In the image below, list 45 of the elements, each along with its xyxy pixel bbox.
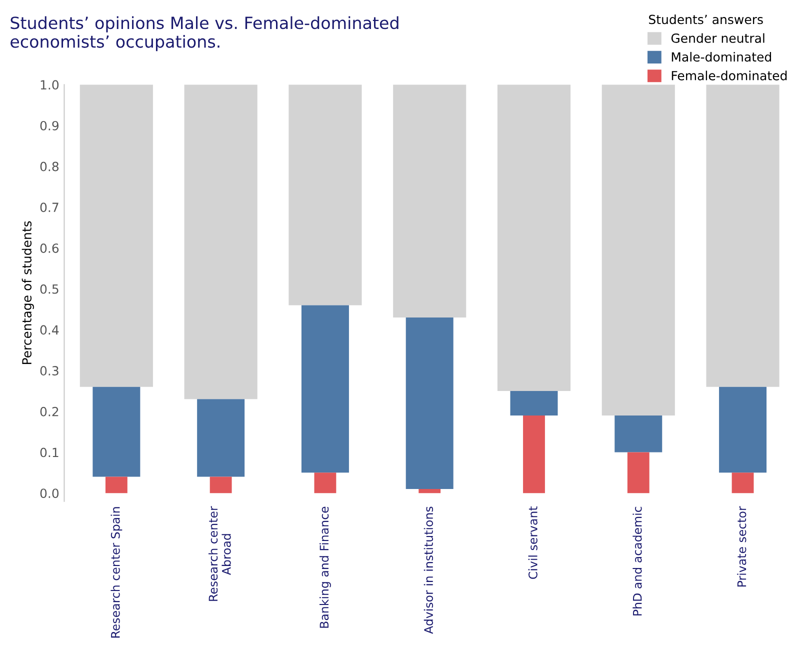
chart-title: Students’ opinions Male vs. Female-dominated economists’ occupations.: [10, 16, 398, 52]
legend-title: Students’ answers: [649, 14, 763, 24]
legend-label: Male-dominated: [672, 52, 772, 62]
x-tick-label: PhD and academic: [632, 506, 642, 616]
y-tick-label: 0.4: [40, 325, 59, 335]
bar: [314, 472, 336, 494]
y-tick-label: 0.2: [40, 406, 58, 416]
y-tick-label: 0.9: [40, 120, 58, 130]
y-tick-label: 0.3: [40, 366, 58, 376]
bar: [210, 476, 232, 494]
bar: [301, 305, 349, 473]
y-axis-title: Percentage of students: [22, 221, 34, 364]
bar: [627, 452, 650, 494]
bar: [105, 476, 128, 494]
bar: [732, 472, 754, 494]
y-tick-label: 1.0: [40, 80, 59, 90]
bar: [706, 84, 780, 387]
bar: [510, 390, 558, 416]
bar: [184, 84, 258, 400]
x-tick-label: Private sector: [737, 506, 746, 586]
y-tick-label: 0.8: [40, 162, 59, 172]
bar: [80, 84, 153, 387]
legend-label: Female-dominated: [672, 70, 787, 80]
bar: [288, 84, 362, 306]
bar: [197, 399, 245, 477]
y-tick-label: 0.1: [40, 448, 58, 458]
bar: [602, 84, 675, 416]
y-tick-label: 0.5: [40, 284, 58, 294]
y-tick-label: 0.0: [40, 488, 59, 498]
bar: [393, 84, 466, 318]
x-tick-label: Civil servant: [528, 506, 538, 579]
x-tick-label: Research center Spain: [110, 507, 122, 638]
bar: [497, 84, 571, 391]
bar: [418, 489, 441, 494]
bar: [523, 415, 545, 494]
bar: [614, 415, 662, 452]
y-tick-label: 0.7: [40, 202, 58, 212]
bar: [406, 317, 454, 490]
legend-label: Gender neutral: [671, 33, 764, 43]
y-tick-label: 0.6: [40, 243, 59, 253]
x-tick-label: Research center Abroad: [208, 506, 231, 601]
x-tick-label: Banking and Finance: [320, 506, 331, 628]
bar: [719, 386, 767, 473]
x-tick-label: Advisor in institutions: [424, 506, 434, 634]
bar: [92, 386, 140, 477]
